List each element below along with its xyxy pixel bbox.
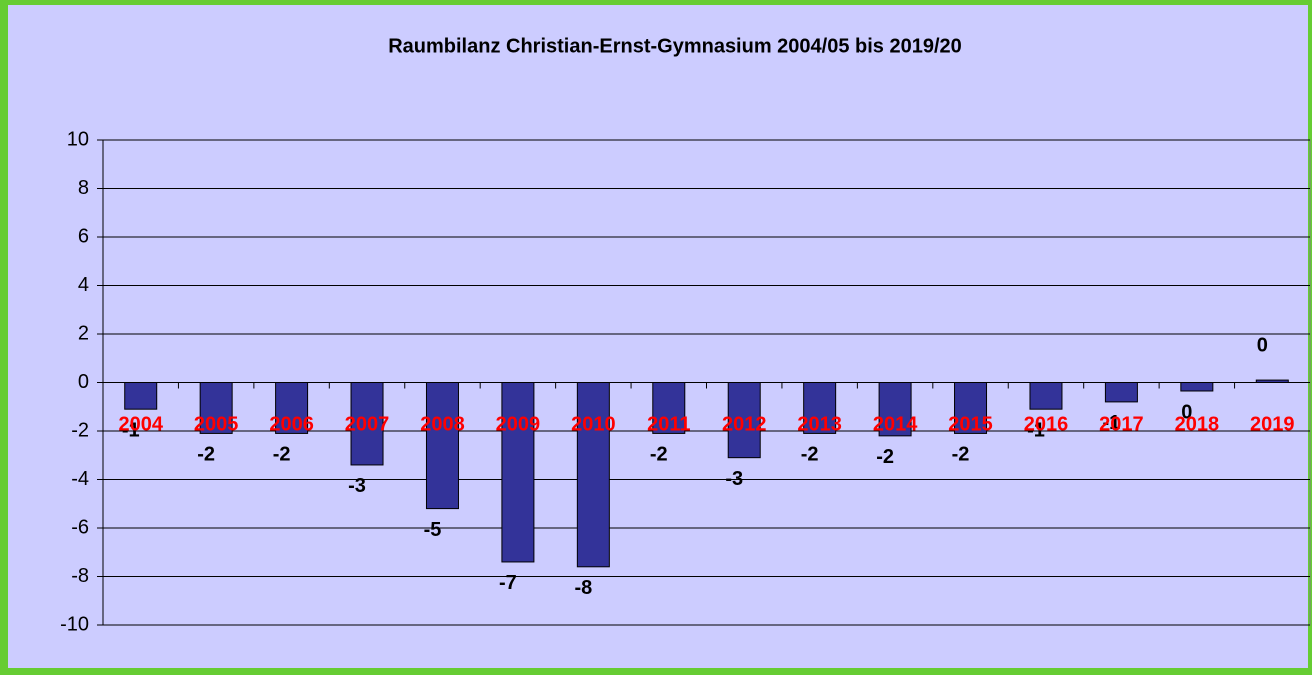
- x-tick-label: 2016: [1024, 413, 1069, 435]
- bar: [199, 382, 233, 434]
- bar: [803, 382, 837, 434]
- x-tick-label: 2009: [496, 413, 541, 435]
- data-label: -1: [1027, 419, 1045, 441]
- data-label: -2: [273, 444, 291, 466]
- x-tick-label: 2012: [722, 413, 767, 435]
- y-tick-label: 4: [78, 274, 89, 296]
- bar: [576, 382, 610, 568]
- data-label: -2: [952, 444, 970, 466]
- x-tick-label: 2004: [118, 413, 163, 435]
- bar: [275, 382, 309, 434]
- y-tick-label: 8: [78, 177, 89, 199]
- data-label: -1: [122, 419, 140, 441]
- data-label: -3: [725, 468, 743, 490]
- bar: [878, 382, 912, 437]
- x-tick-label: 2018: [1175, 413, 1220, 435]
- bar: [1104, 382, 1138, 403]
- bar: [501, 382, 535, 563]
- data-label: 0: [1257, 334, 1268, 356]
- data-label: -2: [197, 444, 215, 466]
- data-label: -2: [801, 444, 819, 466]
- chart-title: Raumbilanz Christian-Ernst-Gymnasium 200…: [388, 35, 962, 57]
- y-tick-label: -6: [71, 516, 89, 538]
- bar: [124, 382, 158, 410]
- y-tick-label: 2: [78, 322, 89, 344]
- x-tick-label: 2015: [948, 413, 993, 435]
- x-tick-label: 2014: [873, 413, 918, 435]
- y-tick-label: -4: [71, 468, 89, 490]
- bar: [652, 382, 686, 434]
- x-tick-label: 2005: [194, 413, 239, 435]
- y-tick-label: 10: [67, 128, 89, 150]
- data-label: -3: [348, 475, 366, 497]
- y-tick-label: -2: [71, 419, 89, 441]
- data-label: -1: [1103, 412, 1121, 434]
- x-tick-label: 2006: [269, 413, 314, 435]
- x-tick-label: 2008: [420, 413, 465, 435]
- bar: [1029, 382, 1063, 410]
- data-label: -2: [650, 444, 668, 466]
- bar: [727, 382, 761, 459]
- data-label: 0: [1181, 401, 1192, 423]
- y-tick-label: -10: [60, 613, 89, 635]
- data-label: -2: [876, 446, 894, 468]
- data-label: -8: [574, 577, 592, 599]
- x-tick-label: 2019: [1250, 413, 1295, 435]
- x-tick-label: 2010: [571, 413, 616, 435]
- x-tick-label: 2007: [345, 413, 390, 435]
- x-tick-label: 2017: [1099, 413, 1144, 435]
- chart-area: [8, 5, 1308, 668]
- y-tick-label: 0: [78, 371, 89, 393]
- bar: [425, 382, 459, 510]
- bar: [1180, 382, 1214, 392]
- y-tick-label: -8: [71, 565, 89, 587]
- data-label: -5: [424, 519, 442, 541]
- x-tick-label: 2011: [647, 413, 690, 435]
- x-tick-label: 2013: [797, 413, 842, 435]
- data-label: -7: [499, 572, 517, 594]
- bar: [954, 382, 988, 434]
- y-tick-label: 6: [78, 225, 89, 247]
